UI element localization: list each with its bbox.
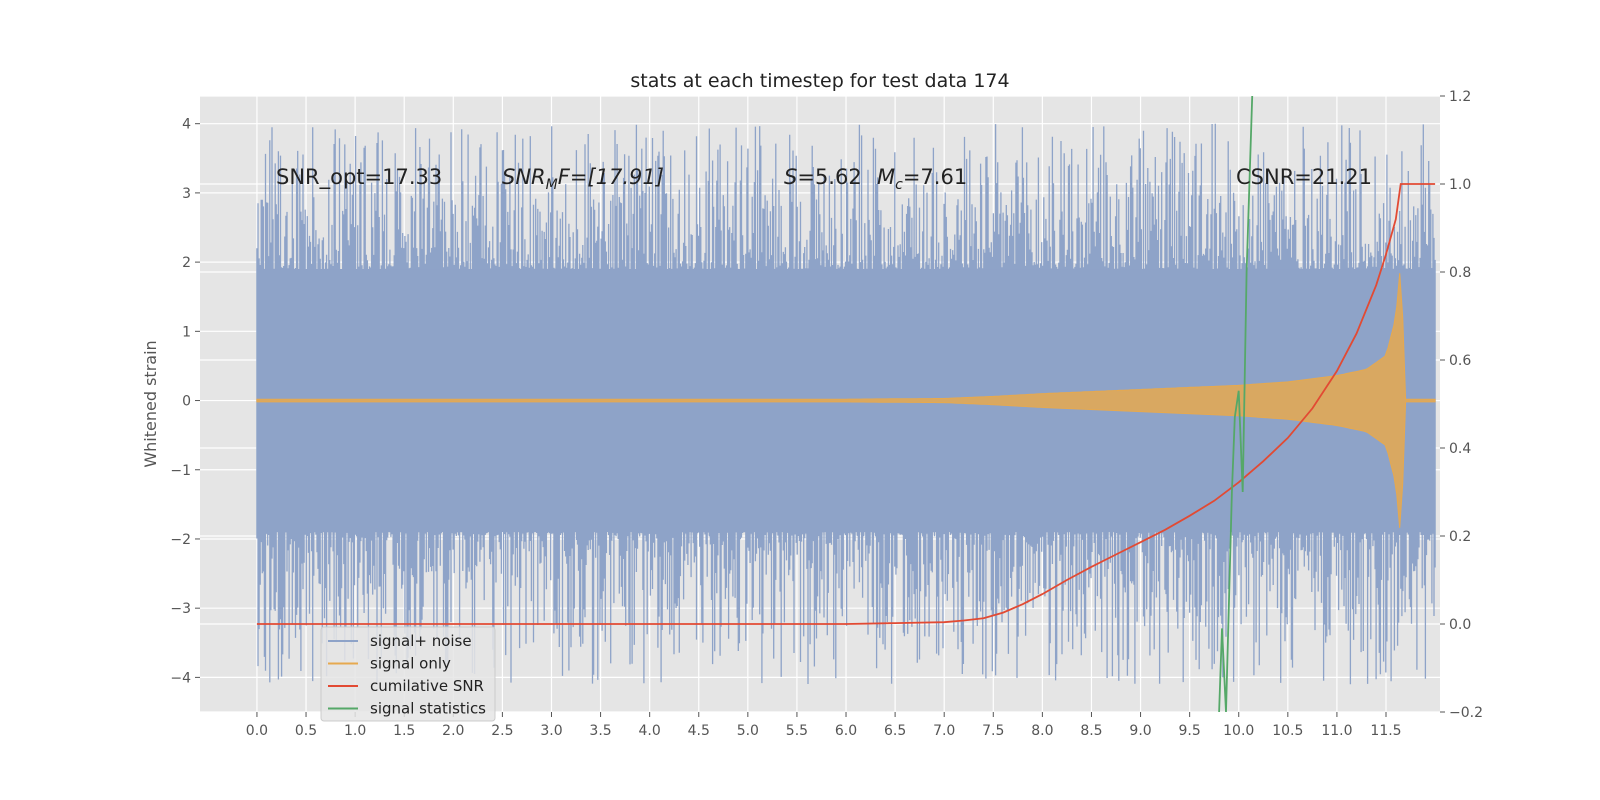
x-tick-label: 6.0 — [835, 723, 857, 739]
annotation-chirp-mass: Mc=7.61 — [877, 165, 967, 193]
y-tick-label: 0 — [182, 394, 191, 410]
y2-tick-label: 0.6 — [1449, 353, 1471, 369]
signal-only-series — [256, 273, 1436, 528]
y2-tick-label: 1.2 — [1449, 89, 1471, 105]
y2-tick-label: 0.8 — [1449, 265, 1471, 281]
x-tick-label: 4.5 — [688, 723, 710, 739]
x-tick-label: 8.0 — [1031, 723, 1053, 739]
legend: signal+ noise signal only cumilative SNR si… — [320, 626, 496, 722]
signal-only-envelope — [256, 273, 1436, 528]
x-tick-label: 2.0 — [442, 723, 464, 739]
y2-tick-label: 1.0 — [1449, 177, 1471, 193]
legend-label: signal statistics — [370, 700, 486, 718]
y-tick-label: −2 — [170, 532, 191, 548]
y-tick-label: 4 — [182, 117, 191, 133]
y-tick-label: 3 — [182, 186, 191, 202]
legend-label: signal+ noise — [370, 632, 472, 650]
x-tick-label: 10.5 — [1272, 723, 1303, 739]
annotation-spin: S=5.62 — [784, 165, 862, 189]
y2-tick-label: −0.2 — [1449, 705, 1483, 721]
x-tick-label: 4.0 — [639, 723, 661, 739]
y-tick-label: 2 — [182, 255, 191, 271]
y-tick-label: 1 — [182, 324, 191, 340]
x-tick-label: 9.0 — [1129, 723, 1151, 739]
axes: 0.0 0.5 1.0 1.5 2.0 2.5 3.0 3.5 4.0 4.5 5.0 5.5 6.0 6… — [170, 89, 1483, 739]
legend-label: cumilative SNR — [370, 677, 484, 695]
annotation-snr-opt: SNR_opt=17.33 — [276, 165, 442, 190]
annotations: SNR_opt=17.33 SNRMF=[17.91] S=5.62 Mc=7.… — [276, 165, 1372, 193]
x-tick-label: 3.0 — [540, 723, 562, 739]
x-tick-label: 11.5 — [1370, 723, 1401, 739]
x-tick-label: 7.5 — [982, 723, 1004, 739]
y2-tick-label: 0.2 — [1449, 529, 1471, 545]
x-tick-label: 3.5 — [589, 723, 611, 739]
y-tick-label: −3 — [170, 601, 191, 617]
y-axis-label: Whitened strain — [141, 340, 160, 467]
y-tick-label: −4 — [170, 670, 191, 686]
x-tick-label: 11.0 — [1321, 723, 1352, 739]
x-tick-label: 0.5 — [295, 723, 317, 739]
signal-statistics-line — [1218, 96, 1254, 712]
chart-title: stats at each timestep for test data 174 — [630, 70, 1009, 92]
x-tick-label: 10.0 — [1223, 723, 1254, 739]
x-tick-label: 1.5 — [393, 723, 415, 739]
annotation-snr-mf: SNRMF=[17.91] — [502, 165, 664, 193]
x-tick-label: 8.5 — [1080, 723, 1102, 739]
line-series — [256, 96, 1436, 712]
legend-label: signal only — [370, 655, 451, 673]
x-tick-label: 5.5 — [786, 723, 808, 739]
y-tick-label: −1 — [170, 463, 191, 479]
cumulative-snr-line — [256, 183, 1436, 625]
x-tick-label: 5.0 — [737, 723, 759, 739]
x-tick-label: 2.5 — [491, 723, 513, 739]
x-tick-label: 6.5 — [884, 723, 906, 739]
annotation-csnr: CSNR=21.21 — [1236, 165, 1372, 189]
x-tick-label: 9.5 — [1179, 723, 1201, 739]
y2-tick-label: 0.0 — [1449, 617, 1471, 633]
y2-tick-label: 0.4 — [1449, 441, 1471, 457]
x-tick-label: 1.0 — [344, 723, 366, 739]
x-tick-label: 0.0 — [246, 723, 268, 739]
x-tick-label: 7.0 — [933, 723, 955, 739]
legend-box — [320, 626, 496, 722]
